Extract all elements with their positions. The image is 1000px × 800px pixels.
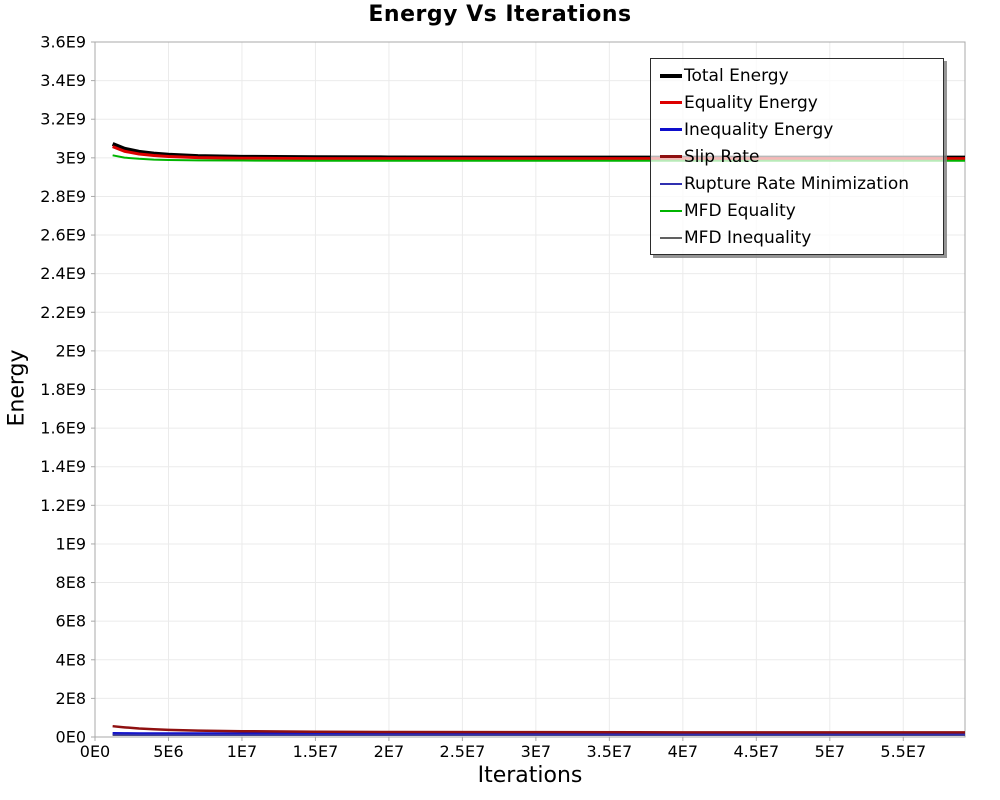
legend-swatch	[660, 182, 682, 185]
legend-item: Rupture Rate Minimization	[651, 171, 943, 197]
x-tick-label: 2E7	[374, 742, 404, 761]
y-tick-label: 1.6E9	[40, 419, 86, 438]
y-tick-label: 2E8	[56, 689, 86, 708]
x-tick-label: 5.5E7	[880, 742, 926, 761]
y-tick-label: 2.2E9	[40, 303, 86, 322]
legend-label: Slip Rate	[684, 146, 760, 167]
y-tick-label: 2E9	[56, 341, 86, 360]
chart-title: Energy Vs Iterations	[368, 2, 632, 27]
y-tick-label: 2.8E9	[40, 187, 86, 206]
legend-item: Total Energy	[651, 63, 943, 89]
y-tick-label: 1.4E9	[40, 457, 86, 476]
x-tick-label: 5E7	[815, 742, 845, 761]
legend-label: Equality Energy	[684, 92, 818, 113]
y-tick-label: 0E0	[56, 728, 86, 747]
legend-label: Inequality Energy	[684, 119, 834, 140]
y-tick-label: 3.6E9	[40, 33, 86, 52]
legend-swatch	[660, 209, 682, 212]
x-tick-label: 2.5E7	[440, 742, 486, 761]
legend-item: Inequality Energy	[651, 117, 943, 143]
x-tick-label: 0E0	[80, 742, 110, 761]
legend-label: MFD Equality	[684, 200, 796, 221]
x-tick-label: 5E6	[153, 742, 183, 761]
y-tick-label: 4E8	[56, 650, 86, 669]
x-tick-label: 3E7	[521, 742, 551, 761]
legend-item: MFD Equality	[651, 198, 943, 224]
series-line-slip-rate	[112, 724, 965, 734]
x-axis-title: Iterations	[477, 763, 583, 788]
y-tick-label: 2.6E9	[40, 226, 86, 245]
y-tick-label: 1.8E9	[40, 380, 86, 399]
y-tick-label: 1.2E9	[40, 496, 86, 515]
legend-swatch	[660, 73, 682, 78]
y-tick-label: 2.4E9	[40, 264, 86, 283]
y-tick-label: 1E9	[56, 534, 86, 553]
y-tick-label: 3.2E9	[40, 110, 86, 129]
x-tick-label: 4.5E7	[733, 742, 779, 761]
legend-label: Total Energy	[684, 65, 789, 86]
x-tick-label: 1.5E7	[293, 742, 339, 761]
y-tick-label: 8E8	[56, 573, 86, 592]
legend-box: Total Energy Equality Energy Inequality En…	[650, 58, 944, 255]
y-tick-label: 6E8	[56, 612, 86, 631]
legend-swatch	[660, 128, 682, 131]
legend-swatch	[660, 236, 682, 239]
y-tick-label: 3E9	[56, 148, 86, 167]
x-tick-label: 4E7	[668, 742, 698, 761]
legend-label: Rupture Rate Minimization	[684, 173, 909, 194]
legend-swatch	[660, 155, 682, 158]
legend-item: Equality Energy	[651, 90, 943, 116]
y-tick-label: 3.4E9	[40, 71, 86, 90]
y-axis-title: Energy	[4, 349, 30, 427]
legend-item: Slip Rate	[651, 144, 943, 170]
legend-item: MFD Inequality	[651, 225, 943, 251]
x-tick-label: 3.5E7	[586, 742, 632, 761]
plot-border	[94, 41, 966, 738]
legend-label: MFD Inequality	[684, 227, 812, 248]
x-tick-label: 1E7	[227, 742, 257, 761]
legend-swatch	[660, 101, 682, 104]
